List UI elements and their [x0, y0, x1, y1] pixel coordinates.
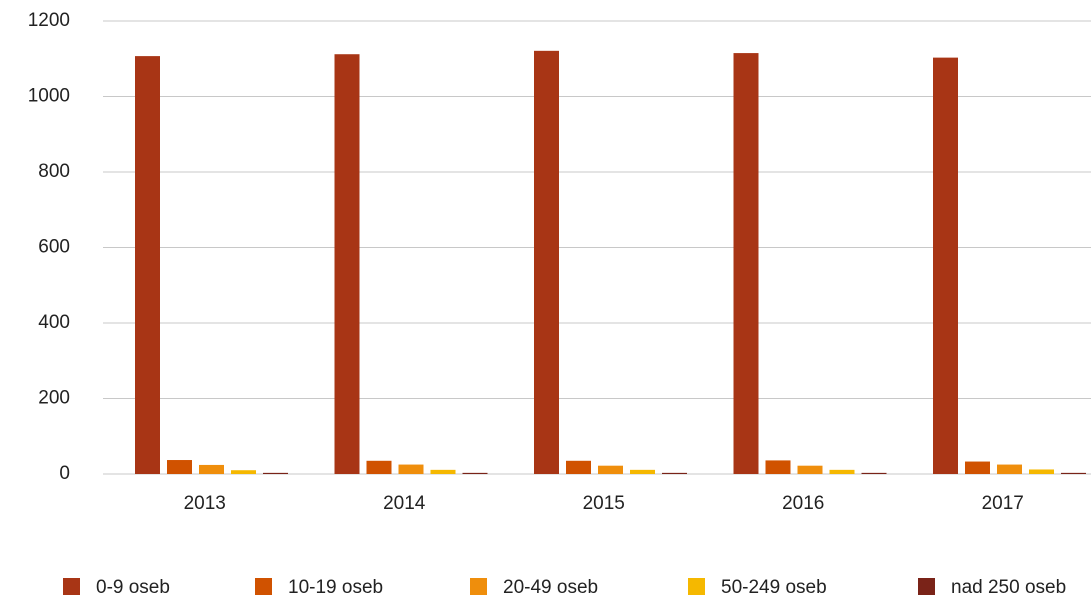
bar [965, 461, 990, 474]
x-tick-label: 2016 [782, 493, 824, 514]
bar [829, 469, 855, 474]
bar [534, 50, 559, 474]
legend-swatch [470, 578, 487, 595]
bar [334, 54, 360, 474]
bar [630, 469, 655, 474]
bar [231, 470, 256, 474]
bar [263, 472, 288, 474]
bar [398, 464, 424, 474]
bar [199, 464, 224, 474]
bar [1029, 469, 1054, 474]
bar [997, 464, 1022, 474]
legend-swatch [918, 578, 935, 595]
legend-label: 0-9 oseb [96, 577, 170, 596]
y-tick-label: 1200 [28, 10, 70, 31]
bar [797, 465, 823, 474]
bar [462, 472, 488, 474]
bar [765, 460, 791, 474]
bar [167, 460, 192, 474]
legend-label: 50-249 oseb [721, 577, 827, 596]
bar [933, 57, 958, 475]
x-tick-label: 2015 [583, 493, 625, 514]
bar [430, 469, 456, 474]
legend-swatch [255, 578, 272, 595]
x-tick-label: 2017 [982, 493, 1024, 514]
bar [1061, 472, 1086, 474]
y-tick-label: 800 [38, 161, 70, 182]
bar [566, 460, 591, 474]
y-tick-label: 200 [38, 388, 70, 409]
x-tick-label: 2013 [184, 493, 226, 514]
legend-label: 20-49 oseb [503, 577, 598, 596]
bar [861, 472, 887, 474]
bar [733, 53, 759, 475]
y-tick-label: 1000 [28, 86, 70, 107]
bar [662, 472, 687, 474]
y-tick-label: 400 [38, 312, 70, 333]
y-tick-label: 600 [38, 237, 70, 258]
y-tick-label: 0 [59, 463, 70, 484]
legend-swatch [63, 578, 80, 595]
x-tick-label: 2014 [383, 493, 426, 514]
legend-label: nad 250 oseb [951, 577, 1066, 596]
bar [366, 460, 392, 474]
legend-label: 10-19 oseb [288, 577, 383, 596]
bar [135, 56, 160, 475]
bar [598, 465, 623, 474]
legend-swatch [688, 578, 705, 595]
